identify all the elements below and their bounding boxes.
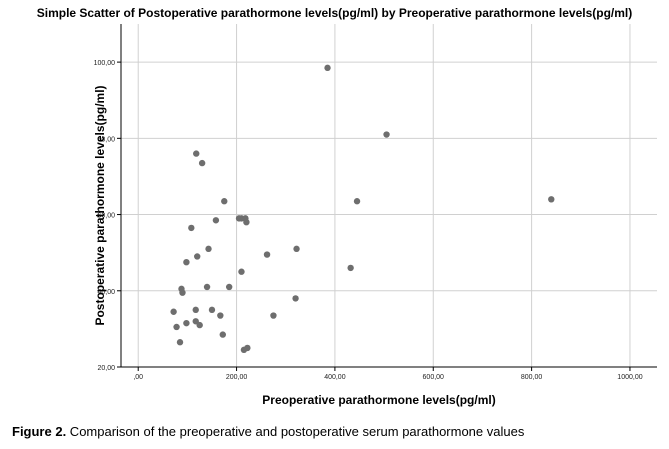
x-axis-label: Preoperative parathormone levels(pg/ml)	[262, 393, 495, 407]
y-tick-label: 100,00	[94, 60, 116, 67]
x-tick-label: 800,00	[521, 374, 543, 381]
data-point	[193, 150, 200, 157]
data-point	[176, 339, 184, 346]
data-point	[270, 312, 277, 319]
data-point	[353, 198, 361, 205]
data-point	[324, 64, 331, 72]
data-point	[238, 268, 245, 275]
x-tick-label: 200,00	[226, 374, 248, 381]
chart-title: Simple Scatter of Postoperative parathor…	[36, 6, 633, 20]
data-point	[221, 198, 228, 205]
data-point	[219, 331, 226, 338]
figure-caption-text: Comparison of the preoperative and posto…	[66, 424, 525, 439]
y-axis-label: Postoperative parathormone levels(pg/ml)	[93, 85, 107, 325]
x-tick-label: 400,00	[324, 374, 346, 381]
data-point	[183, 258, 190, 266]
data-point	[225, 283, 233, 291]
axes	[117, 24, 657, 371]
data-point	[263, 251, 271, 258]
tick-labels: ,00 200,00 400,00 600,00 800,00 1000,00 20,00 4…	[94, 60, 643, 381]
x-tick-label: 1000,00	[617, 374, 642, 381]
figure-caption-label: Figure 2.	[12, 424, 67, 439]
data-point	[212, 217, 220, 224]
data-point	[292, 295, 299, 302]
data-point	[208, 306, 216, 314]
data-point	[194, 253, 201, 260]
data-point	[347, 264, 354, 272]
data-point	[243, 218, 250, 226]
data-point	[170, 308, 177, 315]
y-tick-label: 20,00	[97, 365, 115, 372]
figure-caption: Figure 2. Comparison of the preoperative…	[12, 424, 524, 439]
data-point	[198, 159, 206, 167]
data-point	[192, 318, 199, 325]
plot-area	[121, 24, 657, 367]
data-point	[192, 306, 199, 314]
data-point	[196, 321, 203, 329]
data-point	[173, 323, 180, 331]
data-point	[203, 283, 211, 291]
data-point	[383, 131, 390, 138]
data-point	[205, 245, 212, 253]
data-point	[179, 289, 186, 296]
data-point	[217, 312, 224, 319]
data-point	[244, 344, 251, 352]
y-tick-label: 60,00	[97, 213, 115, 220]
y-tick-label: 80,00	[97, 136, 115, 143]
x-tick-label: 600,00	[423, 374, 445, 381]
data-point	[293, 245, 300, 253]
y-tick-label: 40,00	[97, 289, 115, 296]
x-tick-label: ,00	[133, 374, 143, 381]
data-point	[183, 319, 190, 327]
data-points	[170, 64, 555, 354]
data-point	[188, 224, 195, 232]
data-point	[548, 196, 555, 203]
